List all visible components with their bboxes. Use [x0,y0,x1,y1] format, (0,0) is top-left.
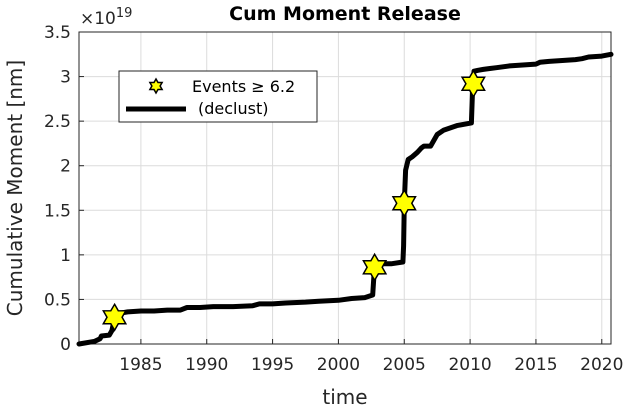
legend-entry-declust: (declust) [198,99,268,118]
x-tick-label: 2015 [514,355,557,375]
y-tick-label: 1 [60,246,71,266]
x-axis-label: time [322,385,367,409]
y-tick-label: 3.5 [44,23,71,43]
event-markers [102,69,486,332]
x-tick-label: 2000 [317,355,360,375]
event-marker-hexagram-icon [102,302,128,332]
y-multiplier-label: ×1019 [80,6,132,29]
y-tick-label: 0 [60,335,71,355]
y-tick-label: 0.5 [44,290,71,310]
legend-box [118,70,318,123]
x-tick-label: 1990 [185,355,228,375]
legend: Events ≥ 6.2 (declust) [118,70,318,123]
x-tick-label: 2010 [448,355,491,375]
event-marker-hexagram-icon [460,69,486,99]
y-axis-ticks: 0 0.5 1 1.5 2 2.5 3 3.5 [44,23,84,355]
chart-title: Cum Moment Release [229,3,461,25]
plot-area [78,31,612,345]
x-tick-label: 1995 [251,355,294,375]
event-marker-hexagram-icon [362,252,388,282]
x-axis-ticks: 1985 1990 1995 2000 2005 2010 2015 2020 [119,339,623,375]
x-tick-label: 1985 [119,355,162,375]
x-tick-label: 2005 [383,355,426,375]
y-tick-label: 2.5 [44,112,71,132]
y-axis-label: Cumulative Moment [nm] [3,60,27,316]
y-tick-label: 3 [60,68,71,88]
event-marker-hexagram-icon [391,188,417,218]
legend-hexagram-marker-icon [148,77,164,95]
x-tick-label: 2020 [580,355,623,375]
legend-entry-events: Events ≥ 6.2 [192,77,295,96]
series-line-declust [76,51,614,347]
y-tick-label: 2 [60,157,71,177]
y-tick-label: 1.5 [44,201,71,221]
